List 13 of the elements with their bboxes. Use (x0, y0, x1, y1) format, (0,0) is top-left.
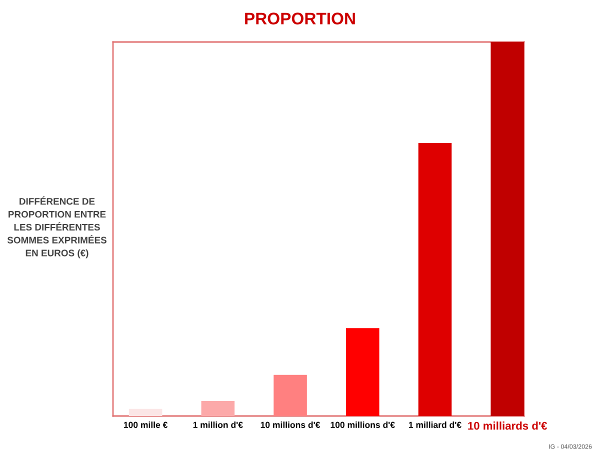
bar (201, 401, 235, 416)
x-tick-label: 1 milliard d'€ (408, 422, 462, 428)
y-axis-title: DIFFÉRENCE DE PROPORTION ENTRE LES DIFFÉRENTES SOMMES EXPRIMÉES EN EUROS (€) (7, 196, 106, 258)
chart-title: PROPORTION (245, 12, 355, 24)
bar (346, 328, 380, 416)
x-tick-label: 10 milliards d'€ (468, 422, 548, 430)
x-tick-label: 100 millions d'€ (330, 422, 395, 428)
x-tick-label: 1 million d'€ (193, 422, 243, 428)
x-tick-label: 100 mille € (124, 422, 168, 428)
bar (128, 408, 162, 416)
bar (274, 374, 307, 416)
bar (418, 142, 452, 416)
x-tick-label: 10 millions d'€ (260, 422, 320, 428)
